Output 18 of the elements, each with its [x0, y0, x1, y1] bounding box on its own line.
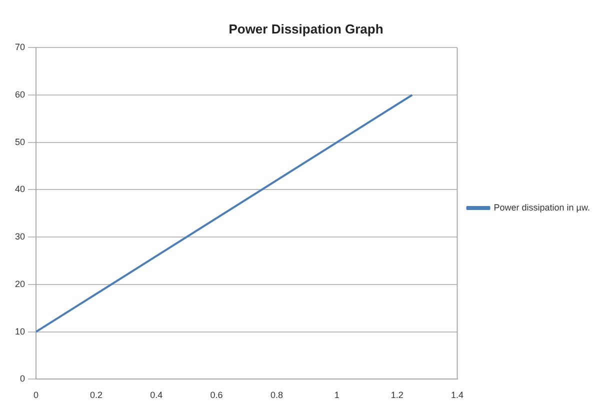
y-tick-label: 20	[14, 278, 26, 289]
y-tick-label: 30	[14, 232, 26, 242]
x-tick-label: 1	[334, 390, 340, 400]
x-tick-label: 0.6	[210, 390, 223, 400]
x-tick-label: 0.2	[90, 390, 102, 400]
x-tick-label: 0.8	[270, 390, 283, 400]
y-tick-label: 50	[14, 136, 26, 147]
y-tick-label: 40	[14, 184, 26, 194]
y-tick-label: 10	[14, 326, 26, 336]
x-tick-label: 0.4	[150, 390, 163, 400]
x-tick-label: 1.4	[451, 390, 464, 400]
y-tick-label: 70	[14, 42, 26, 52]
y-tick-label: 0	[20, 374, 26, 384]
legend-label: Power dissipation in µw.	[494, 202, 590, 212]
y-tick-label: 60	[14, 89, 26, 100]
x-tick-label: 0	[34, 390, 39, 400]
x-tick-label: 1.2	[390, 390, 404, 400]
chart-title: Power Dissipation Graph	[228, 21, 384, 36]
